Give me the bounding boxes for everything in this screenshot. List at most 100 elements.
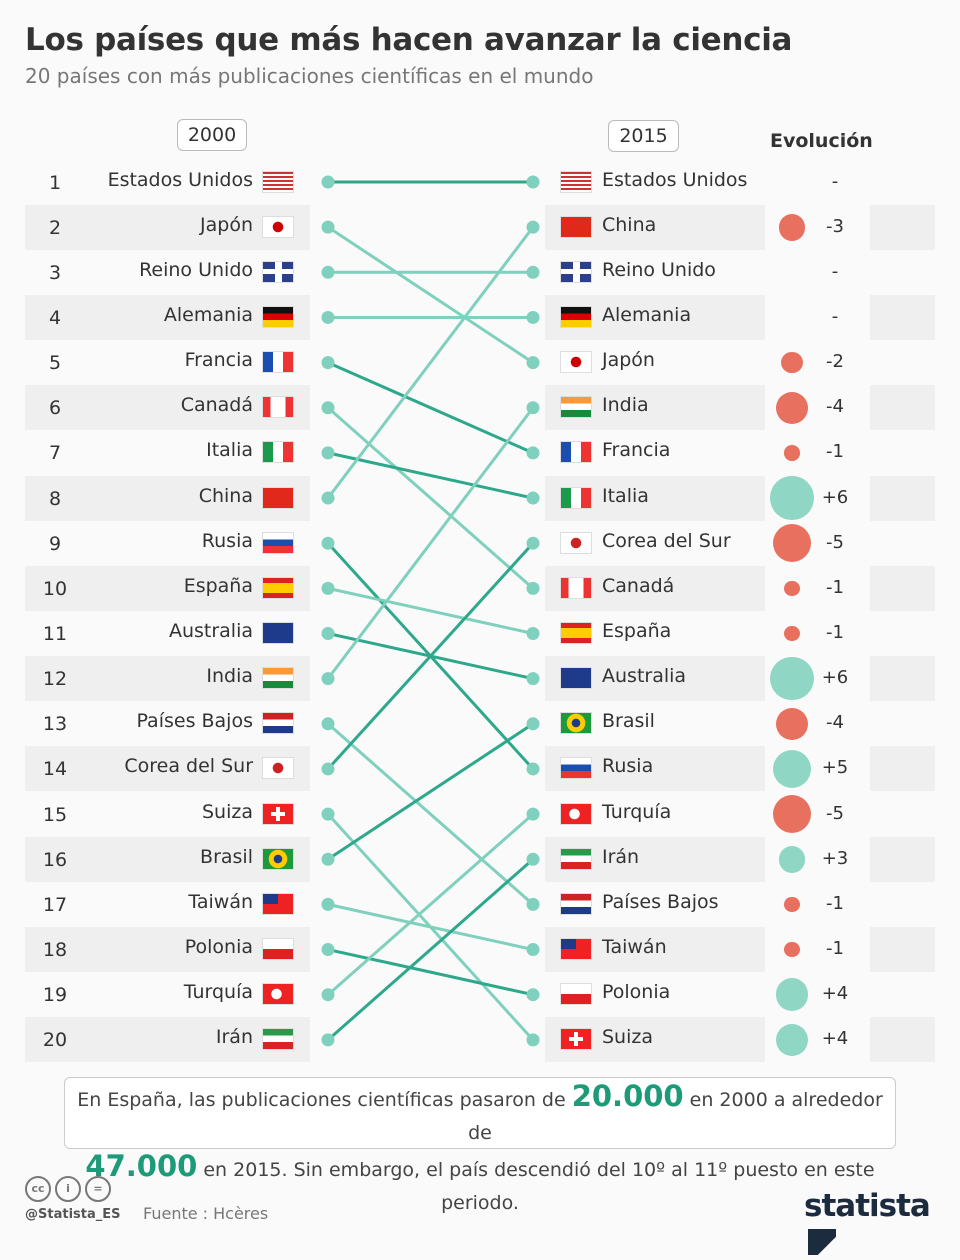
- slope-line-espana: [327, 586, 534, 635]
- table-row: 7 Italia Francia -1: [25, 430, 935, 475]
- dot-2000-australia: [321, 627, 335, 640]
- country-2000: España: [183, 574, 253, 597]
- rank-number: 11: [42, 623, 68, 645]
- evolution-value: +3: [821, 847, 849, 869]
- country-2015: Polonia: [602, 981, 671, 1004]
- country-2000: Turquía: [183, 981, 253, 1004]
- rank-number: 9: [48, 532, 62, 555]
- flag-australia-icon: [560, 667, 592, 690]
- country-2015: España: [602, 620, 672, 642]
- flag-reino-unido-icon: [262, 260, 294, 283]
- slope-line-china: [326, 226, 535, 499]
- evolution-value: +5: [821, 757, 849, 779]
- table-row: 14 Corea del Sur Rusia +5: [25, 746, 935, 792]
- country-2015: Reino Unido: [602, 258, 716, 281]
- flag-polonia-icon: [560, 983, 592, 1006]
- slope-line-paises-bajos: [327, 722, 534, 906]
- country-2000: Irán: [215, 1026, 253, 1049]
- flag-iran-icon: [560, 847, 592, 870]
- rank-number: 7: [48, 442, 62, 465]
- evolution-value: -4: [826, 396, 844, 418]
- country-2000: Reino Unido: [139, 258, 253, 281]
- rank-number: 20: [42, 1029, 68, 1052]
- table-row: 12 India Australia +6: [25, 656, 935, 702]
- year-2015-label: 2015: [608, 120, 679, 152]
- evolution-value: -5: [826, 531, 844, 553]
- dot-2015-australia: [526, 672, 540, 686]
- country-2015: Brasil: [602, 710, 655, 733]
- slope-line-francia: [327, 361, 534, 455]
- country-2015: Australia: [602, 665, 687, 688]
- by-icon: i: [55, 1176, 81, 1202]
- flag-china-icon: [262, 486, 294, 509]
- evolution-bubble: [773, 795, 811, 834]
- rank-number: 10: [42, 577, 68, 600]
- evolution-value: -1: [826, 576, 844, 598]
- rank-number: 1: [48, 171, 62, 194]
- country-2000: Rusia: [201, 529, 253, 552]
- dot-2000-rusia: [321, 536, 335, 550]
- statista-logo[interactable]: statista: [804, 1188, 960, 1260]
- rank-number: 18: [42, 939, 68, 962]
- table-row: 16 Brasil Irán +3: [25, 836, 935, 882]
- evolution-value: +6: [821, 667, 849, 689]
- flag-brasil-icon: [560, 712, 592, 735]
- country-2000: China: [198, 484, 253, 507]
- flag-alemania-icon: [560, 305, 592, 328]
- flag-rusia-icon: [262, 531, 294, 554]
- evolution-bubble: [773, 524, 811, 563]
- evolution-bubble: [778, 213, 806, 241]
- flag-paises-bajos-icon: [560, 892, 592, 915]
- flag-italia-icon: [262, 441, 294, 464]
- flag-taiwan-icon: [560, 938, 592, 961]
- flag-canada-icon: [262, 396, 294, 419]
- dot-2000-japon: [321, 220, 335, 234]
- evolution-bubble: [784, 580, 800, 597]
- dot-2015-china: [526, 220, 540, 234]
- dot-2000-estados-unidos: [321, 175, 335, 189]
- evolution-value: -5: [826, 802, 844, 824]
- country-2000: Canadá: [180, 394, 253, 417]
- dot-2015-francia: [526, 446, 540, 460]
- slope-line-corea-del-sur: [326, 542, 535, 770]
- country-2015: Estados Unidos: [602, 168, 748, 191]
- dot-2000-italia: [321, 446, 335, 460]
- table-row: 18 Polonia Taiwán -1: [25, 927, 935, 973]
- dot-2015-turquia: [526, 807, 540, 821]
- table-row: 6 Canadá India -4: [25, 385, 935, 431]
- dot-2015-reino-unido: [526, 265, 540, 279]
- slope-line-japon: [327, 225, 534, 364]
- dot-2000-iran: [321, 1033, 335, 1047]
- dot-2015-japon: [526, 356, 540, 370]
- flag-polonia-icon: [262, 938, 294, 961]
- slope-line-italia: [327, 451, 534, 500]
- table-row: 13 Países Bajos Brasil -4: [25, 701, 935, 746]
- flag-espana-icon: [560, 622, 592, 644]
- flag-reino-unido-icon: [560, 260, 592, 283]
- country-2015: India: [602, 394, 649, 417]
- note-box: En España, las publicaciones científicas…: [64, 1077, 896, 1214]
- evolution-bubble: [781, 351, 803, 374]
- evolution-bubble: [770, 476, 814, 520]
- evolution-bubble: [770, 656, 814, 701]
- flag-suiza-icon: [262, 802, 294, 825]
- country-2000: Corea del Sur: [124, 755, 253, 778]
- dot-2000-suiza: [321, 807, 335, 821]
- year-2000-label: 2000: [177, 119, 247, 151]
- table-row: 17 Taiwán Países Bajos -1: [25, 882, 935, 927]
- twitter-handle[interactable]: @Statista_ES: [25, 1207, 121, 1222]
- evolution-bubble: [775, 707, 809, 740]
- flag-turquia-icon: [262, 983, 294, 1006]
- license-icons[interactable]: cc i =: [25, 1176, 111, 1202]
- dot-2000-paises-bajos: [321, 717, 335, 731]
- dot-2015-iran: [526, 852, 540, 866]
- country-2015: Turquía: [602, 800, 672, 823]
- flag-turquia-icon: [560, 802, 592, 825]
- slope-line-taiwan: [327, 902, 534, 952]
- evolution-value: -1: [826, 441, 844, 463]
- evolution-value: -1: [826, 938, 844, 960]
- dot-2015-alemania: [526, 310, 540, 324]
- dot-2000-reino-unido: [321, 265, 335, 279]
- evolution-value: -1: [826, 892, 844, 914]
